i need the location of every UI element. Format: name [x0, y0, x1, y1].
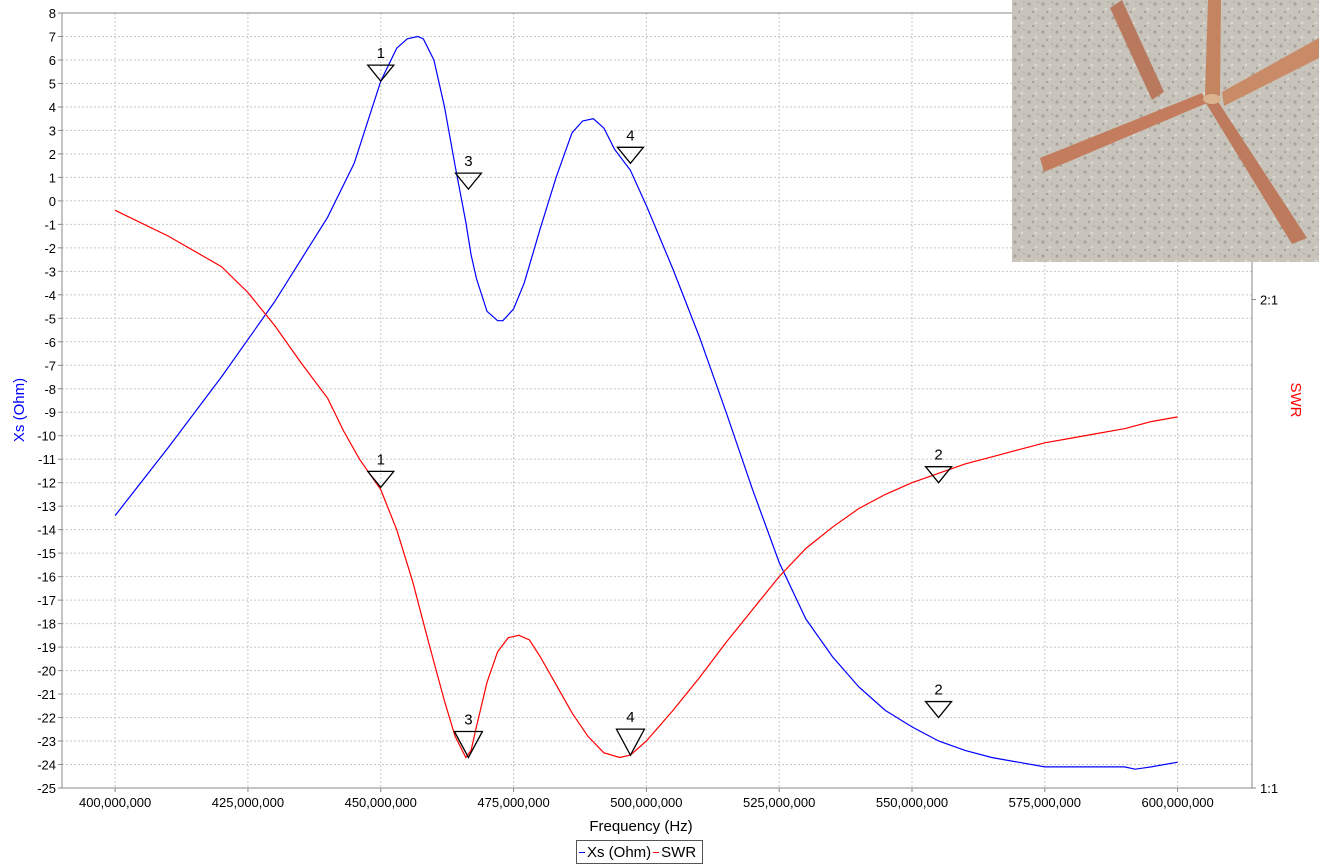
marker-triangle	[454, 172, 483, 191]
y-tick-label: -13	[37, 499, 56, 514]
y-axis-right-ticks: 2:1 1:1	[1252, 293, 1278, 796]
legend-label-xs: Xs (Ohm)	[587, 843, 652, 861]
y-tick-label: 3	[49, 123, 56, 138]
x-axis-title: Frequency (Hz)	[589, 818, 692, 835]
legend-item-swr: SWR	[653, 844, 696, 861]
y-tick-label: -15	[37, 546, 56, 561]
y-tick-label: -14	[37, 523, 56, 538]
legend-swatch-swr	[653, 851, 660, 853]
marker-label: 1	[377, 45, 385, 62]
x-tick-label: 525,000,000	[743, 795, 815, 810]
y-tick-label: -12	[37, 476, 56, 491]
y2-tick-label: 1:1	[1260, 781, 1278, 796]
y-tick-label: -21	[37, 687, 56, 702]
marker-triangle	[366, 64, 396, 83]
legend: Xs (Ohm) SWR	[576, 840, 704, 864]
y-tick-label: -22	[37, 711, 56, 726]
y-tick-label: -19	[37, 640, 56, 655]
legend-swatch-xs	[579, 851, 585, 853]
y-axis-right-title: SWR	[1287, 383, 1304, 418]
x-tick-label: 475,000,000	[477, 795, 549, 810]
x-tick-label: 500,000,000	[610, 795, 682, 810]
antenna-photo	[1012, 0, 1319, 262]
marker-triangle	[616, 146, 645, 165]
marker-triangle	[924, 700, 953, 719]
y-tick-label: -10	[37, 429, 56, 444]
y-tick-label: 5	[49, 76, 56, 91]
y-tick-label: -23	[37, 734, 56, 749]
marker-label: 3	[464, 711, 472, 728]
y-tick-label: 8	[49, 6, 56, 21]
marker-label: 2	[934, 682, 942, 699]
y-tick-label: -8	[44, 382, 56, 397]
y-axis-left-ticks: 8 7 6 5 4 3 2 1 0 -1 -2 -3 -4 -5 -6 -7 -8 -9 -10 -11 -12 -13 -…	[37, 6, 62, 796]
y-tick-label: 6	[49, 53, 56, 68]
y-tick-label: -7	[44, 358, 56, 373]
marker-label: 2	[934, 447, 942, 464]
y-tick-label: -5	[44, 311, 56, 326]
y-tick-label: -17	[37, 593, 56, 608]
y-tick-label: -1	[44, 217, 56, 232]
marker-label: 1	[377, 451, 385, 468]
y-axis-left-title: Xs (Ohm)	[11, 378, 28, 442]
xs-series-line	[114, 35, 1178, 770]
y-tick-label: -2	[44, 241, 56, 256]
x-axis-ticks: 400,000,000 425,000,000 450,000,000 475,000…	[79, 788, 1214, 810]
x-tick-label: 450,000,000	[345, 795, 417, 810]
y-tick-label: 7	[49, 29, 56, 44]
marker-triangle	[924, 466, 953, 484]
marker-label: 3	[464, 153, 472, 170]
y-tick-label: 1	[49, 170, 56, 185]
marker-triangle	[453, 730, 484, 759]
x-tick-label: 550,000,000	[876, 795, 948, 810]
y-tick-label: 2	[49, 147, 56, 162]
y-tick-label: -24	[37, 758, 56, 773]
y-tick-label: 0	[49, 194, 56, 209]
legend-label-swr: SWR	[661, 843, 697, 861]
y-tick-label: -11	[38, 452, 56, 467]
marker-label: 4	[626, 709, 634, 726]
marker-triangle	[615, 728, 646, 757]
y-tick-label: -9	[44, 405, 56, 420]
x-tick-label: 425,000,000	[212, 795, 284, 810]
y-tick-label: 4	[49, 100, 56, 115]
y-tick-label: -3	[44, 264, 56, 279]
marker-triangle	[366, 470, 396, 489]
y-tick-label: -16	[37, 570, 56, 585]
legend-item-xs: Xs (Ohm)	[579, 844, 651, 861]
copper-ground-plane-antenna-photo-icon	[1012, 0, 1319, 262]
y-tick-label: -4	[44, 288, 56, 303]
y-tick-label: -18	[37, 617, 56, 632]
series-layer	[114, 35, 1178, 770]
x-tick-label: 600,000,000	[1141, 795, 1213, 810]
markers-layer: 1 3 4 2 1 3 4 2	[366, 45, 953, 759]
x-tick-label: 400,000,000	[79, 795, 151, 810]
y2-tick-label: 2:1	[1260, 293, 1278, 308]
y-tick-label: -20	[37, 664, 56, 679]
y-tick-label: -6	[44, 335, 56, 350]
marker-label: 4	[626, 127, 634, 144]
y-tick-label: -25	[37, 781, 56, 796]
swr-series-line	[114, 209, 1178, 759]
plot-frame	[61, 12, 1253, 789]
x-tick-label: 575,000,000	[1009, 795, 1081, 810]
